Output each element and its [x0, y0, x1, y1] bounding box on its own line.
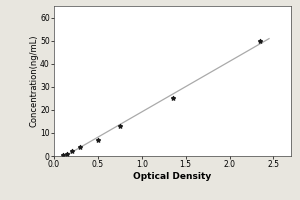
Point	[258, 39, 263, 42]
Point	[170, 97, 175, 100]
Point	[60, 153, 65, 156]
Point	[78, 145, 83, 148]
Point	[95, 138, 100, 141]
Y-axis label: Concentration(ng/mL): Concentration(ng/mL)	[30, 35, 39, 127]
Point	[69, 150, 74, 153]
Point	[65, 152, 70, 155]
X-axis label: Optical Density: Optical Density	[134, 172, 212, 181]
Point	[117, 124, 122, 128]
